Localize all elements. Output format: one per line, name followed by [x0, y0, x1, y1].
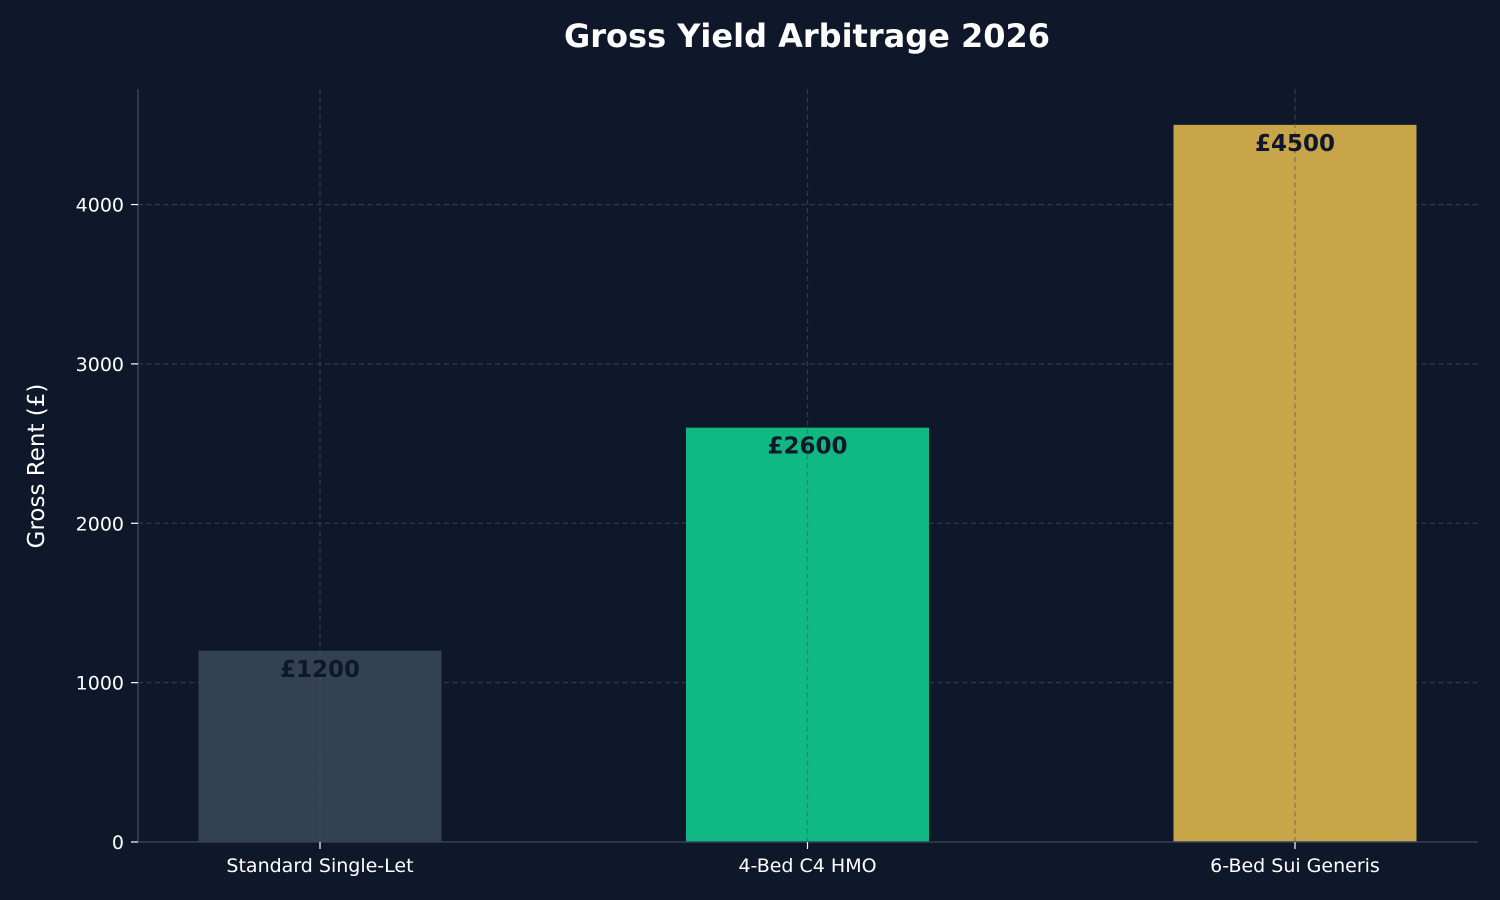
- vertical-grid: [319, 89, 1296, 842]
- y-tick-label: 3000: [76, 354, 124, 376]
- x-tick-label: Standard Single-Let: [226, 855, 413, 877]
- x-tick-label: 4-Bed C4 HMO: [738, 855, 876, 877]
- data-labels: £1200 £2600 £4500: [280, 131, 1335, 683]
- y-tick-label: 2000: [76, 513, 124, 535]
- data-label: £4500: [1255, 131, 1335, 157]
- y-tick-label: 1000: [76, 673, 124, 695]
- x-ticks: Standard Single-Let 4-Bed C4 HMO 6-Bed Sui…: [226, 842, 1380, 877]
- y-ticks: 0 1000 2000 3000 4000: [76, 195, 138, 854]
- data-label: £2600: [767, 434, 847, 460]
- data-label: £1200: [280, 657, 360, 683]
- x-tick-label: 6-Bed Sui Generis: [1210, 855, 1380, 877]
- y-axis-label: Gross Rent (£): [24, 384, 50, 549]
- y-tick-label: 4000: [76, 195, 124, 217]
- chart-title: Gross Yield Arbitrage 2026: [564, 17, 1050, 55]
- y-tick-label: 0: [112, 832, 124, 854]
